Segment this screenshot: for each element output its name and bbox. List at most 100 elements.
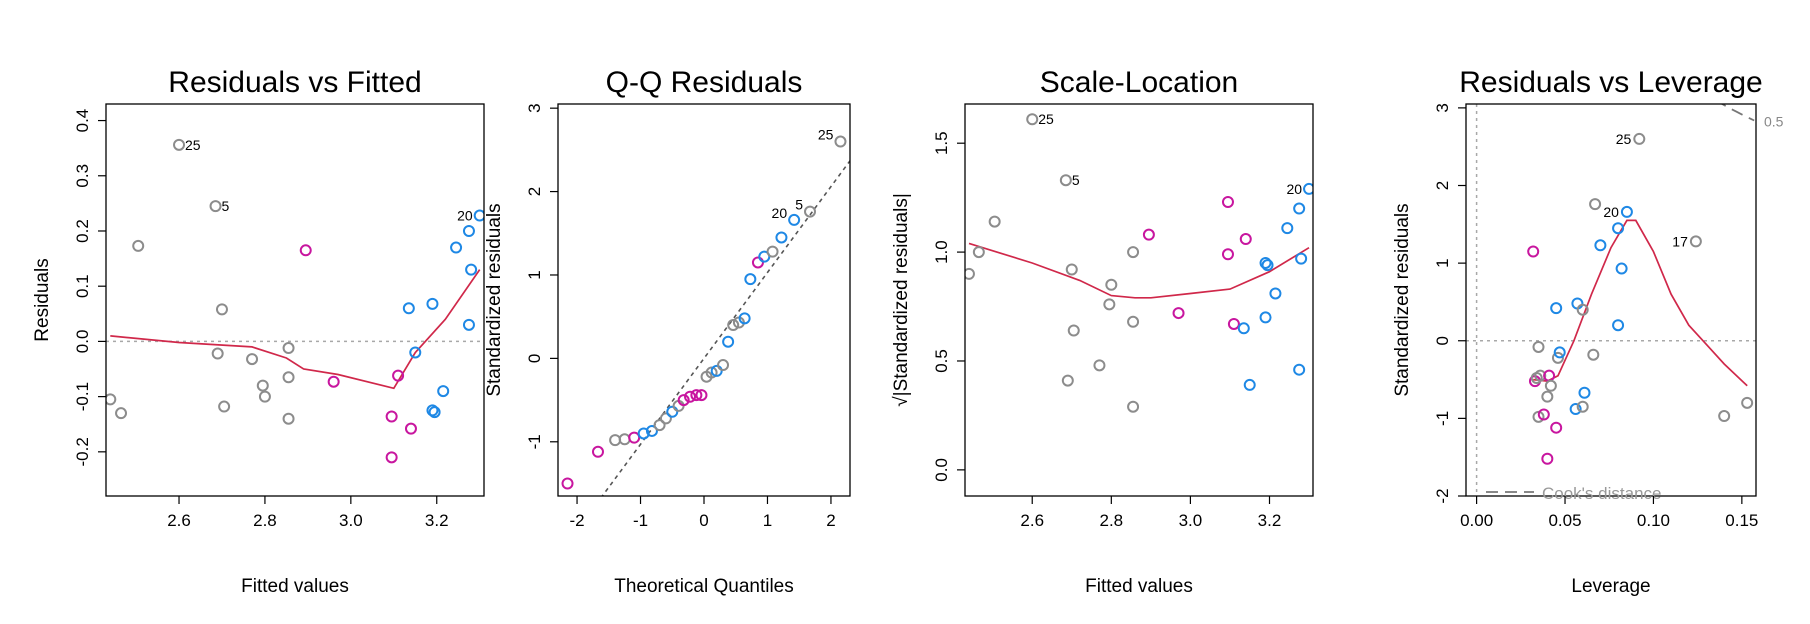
data-point [1537,408,1550,421]
x-axis-label: Fitted values [241,576,349,597]
x-axis-label: Fitted values [1085,576,1193,597]
y-tick-label: -2 [1433,488,1452,503]
plot-area [106,138,484,464]
point-label: 5 [222,198,230,214]
data-point [385,410,398,423]
y-tick-label: 2 [525,187,544,196]
y-tick-label: 3 [525,103,544,112]
data-point [426,404,439,417]
data-point [173,138,186,151]
data-point [695,389,708,402]
x-tick-label: 3.0 [1179,511,1203,530]
data-point [645,424,658,437]
data-point [609,434,622,447]
data-point [788,213,801,226]
y-axis-label: Standardized residuals [1392,203,1413,396]
y-tick-label: 0.2 [73,219,92,243]
data-point [299,244,312,257]
plot-area [965,113,1313,413]
x-tick-label: 2.6 [1020,511,1044,530]
y-tick-label: -0.2 [73,437,92,466]
data-point [1026,113,1039,126]
y-tick-label: 1 [525,270,544,279]
data-point [666,405,679,418]
point-label: 25 [185,137,201,153]
data-point [1532,340,1545,353]
data-point [1142,228,1155,241]
data-point [1594,239,1607,252]
data-point [591,445,604,458]
y-tick-label: -1 [525,434,544,449]
data-point [1061,374,1074,387]
data-point [1587,348,1600,361]
data-point [1718,410,1731,423]
data-point [404,422,417,435]
data-point [1221,196,1234,208]
data-point [834,135,847,148]
data-point [1550,421,1563,434]
point-label: 25 [1616,131,1632,147]
data-point [1541,452,1554,465]
data-point [1269,287,1282,300]
data-point [561,477,574,490]
y-tick-label: 0 [1433,336,1452,345]
y-tick-label: 0 [525,354,544,363]
data-point [1059,174,1072,187]
plot-frame [964,103,1314,497]
smooth-line [1533,219,1748,387]
x-tick-label: 2.8 [253,511,277,530]
x-tick-label: -2 [569,511,584,530]
data-point [717,359,730,372]
data-point [1105,278,1118,291]
data-point [775,231,788,244]
data-point [1243,378,1256,391]
y-tick-label: 0.0 [932,458,951,482]
data-point [1293,363,1306,376]
y-tick-label: -1 [1433,411,1452,426]
point-label: 20 [457,208,473,224]
data-point [1741,396,1754,409]
y-tick-label: 0.4 [73,109,92,133]
x-tick-label: 0.05 [1548,511,1581,530]
data-point [988,215,1001,228]
x-tick-label: -1 [633,511,648,530]
panel-qq-residuals: 20 5 25 -2 -1 0 1 2 -1 0 1 2 3 Q-Q Residuals Theoretic… [484,66,851,597]
data-point [282,412,295,425]
x-tick-label: 1 [763,511,772,530]
data-point [1689,235,1702,248]
y-tick-label: 1.5 [932,131,951,155]
data-point [1578,386,1591,399]
data-point [1093,359,1106,372]
data-point [1295,252,1308,265]
point-label: 20 [772,205,788,221]
data-point [1550,302,1563,315]
y-tick-label: 3 [1433,103,1452,112]
data-point [804,205,817,218]
data-point [972,246,985,259]
y-tick-label: 1 [1433,258,1452,267]
data-point [1633,132,1646,145]
data-point [402,302,415,315]
x-tick-label: 0.15 [1725,511,1758,530]
data-point [1615,262,1628,275]
data-point [1172,307,1185,320]
data-point [751,256,764,269]
data-point [1293,202,1306,215]
y-axis-label: Standardized residuals [484,203,505,396]
chart-title: Residuals vs Leverage [1459,66,1763,99]
data-point [211,347,224,360]
cooks-contour-label: 0.5 [1764,114,1784,130]
plot-area [561,135,850,496]
data-point [1551,351,1564,364]
plot-frame [557,103,851,497]
x-tick-label: 0.10 [1637,511,1670,530]
y-tick-label: 0.1 [73,274,92,298]
data-point [327,375,340,388]
data-point [473,209,484,222]
plot-area [1466,104,1756,496]
x-tick-label: 3.2 [425,511,449,530]
data-point [677,394,690,407]
data-point [1576,400,1589,413]
